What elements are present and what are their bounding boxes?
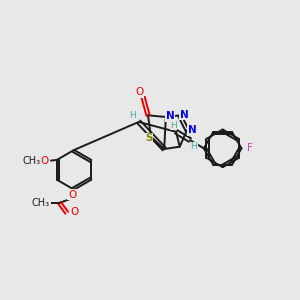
- Text: CH₃: CH₃: [22, 156, 40, 166]
- Text: F: F: [248, 143, 253, 153]
- Text: H: H: [170, 121, 177, 130]
- Text: O: O: [70, 207, 78, 217]
- Text: O: O: [135, 87, 143, 97]
- Text: S: S: [145, 134, 152, 143]
- Text: H: H: [190, 142, 197, 151]
- Text: N: N: [180, 110, 188, 120]
- Text: N: N: [188, 125, 196, 135]
- Text: CH₃: CH₃: [32, 198, 50, 208]
- Text: N: N: [166, 111, 175, 121]
- Text: H: H: [130, 112, 136, 121]
- Text: O: O: [68, 190, 76, 200]
- Text: O: O: [41, 156, 49, 166]
